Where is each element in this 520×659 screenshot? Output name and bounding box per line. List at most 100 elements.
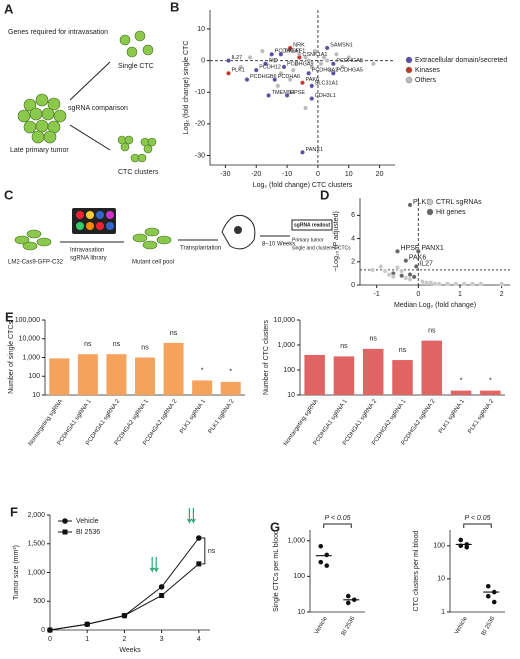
point <box>436 281 442 287</box>
panel-letter: G <box>270 519 280 534</box>
point-label: PCDH12 <box>259 65 281 71</box>
arrow <box>69 61 111 101</box>
annotation: P < 0.05 <box>464 515 490 522</box>
y-tick-label: 10 <box>32 392 40 399</box>
point <box>309 96 315 101</box>
y-tick-label: 10 <box>297 609 305 616</box>
point <box>453 281 459 287</box>
x-tick-label: 10 <box>345 171 353 178</box>
point <box>345 593 351 599</box>
point <box>312 48 318 54</box>
x-tick-label: -30 <box>220 171 230 178</box>
point-label: IL27 <box>232 55 243 61</box>
point <box>266 93 271 98</box>
x-tick-label: PCDHGA2 sgRNA 2 <box>142 398 178 447</box>
point <box>284 93 290 98</box>
point <box>413 264 419 269</box>
point <box>399 268 405 274</box>
point <box>260 48 265 54</box>
ctc-cluster <box>117 135 157 163</box>
point <box>330 70 336 76</box>
y-tick-label: 1,500 <box>27 541 45 548</box>
bar <box>163 342 184 395</box>
label: single and clustered CTCs <box>292 245 351 251</box>
annotation: ns <box>208 548 216 555</box>
bar <box>392 360 413 395</box>
point <box>345 600 351 606</box>
y-axis-label: Number of CTC clusters <box>263 319 270 395</box>
marker <box>158 584 165 590</box>
point <box>318 543 324 549</box>
point-label: IL27 <box>419 260 433 267</box>
y-tick-label: 10 <box>197 26 205 33</box>
point-label: PCDHGA2 <box>312 68 339 74</box>
x-tick-label: PCDHGA2 sgRNA 2 <box>401 398 437 447</box>
point <box>247 55 253 60</box>
annotation: * <box>489 377 492 384</box>
point <box>378 264 384 269</box>
point-label: CDH3L1 <box>315 93 336 99</box>
panel-letter: A <box>4 1 14 16</box>
x-tick-label: -1 <box>374 291 380 298</box>
x-axis-label: Log₂ (fold change) CTC clusters <box>253 182 353 189</box>
treatment-arrow <box>149 556 155 573</box>
tumor <box>234 226 242 234</box>
legend-swatch <box>426 198 434 206</box>
point <box>327 67 333 73</box>
point-label: SLC31A1 <box>315 80 339 86</box>
bar <box>220 381 241 395</box>
point <box>300 149 305 155</box>
point <box>278 51 284 57</box>
point <box>340 64 345 70</box>
point <box>424 280 430 286</box>
y-tick-label: 0 <box>41 627 45 634</box>
bar <box>77 354 98 395</box>
marker <box>121 613 127 619</box>
point <box>309 83 315 89</box>
bar <box>135 357 155 395</box>
point <box>445 281 450 287</box>
point <box>272 77 278 82</box>
annotation: ns <box>340 343 348 350</box>
point <box>321 55 327 60</box>
y-tick-label: -10 <box>195 89 205 96</box>
point <box>407 202 413 208</box>
point <box>309 64 315 70</box>
x-tick-label: 20 <box>376 171 384 178</box>
readout-box <box>291 219 333 231</box>
x-tick-label: 2 <box>500 291 504 298</box>
annotation: * <box>460 377 463 384</box>
y-tick-label: -30 <box>195 152 205 159</box>
point <box>278 70 284 76</box>
y-tick-label: 6 <box>351 212 355 219</box>
panel-letter: C <box>4 187 14 202</box>
annotation: ns <box>399 347 407 354</box>
marker <box>196 535 202 541</box>
point-label: PAK6 <box>409 254 426 261</box>
tumor <box>17 93 67 144</box>
bar <box>49 358 70 395</box>
x-tick-label: 0 <box>316 171 320 178</box>
x-tick-label: 2 <box>122 636 126 643</box>
y-tick-label: 1,000 <box>287 538 305 545</box>
point <box>407 276 413 282</box>
x-tick-label: PLK1 sgRNA 1 <box>179 398 207 435</box>
y-tick-label: 1,000 <box>27 569 45 576</box>
bar <box>192 380 213 395</box>
point <box>470 281 475 287</box>
point-label: PLK1 <box>413 199 430 206</box>
panel-letter: E <box>5 309 14 324</box>
panel-letter: D <box>320 187 329 202</box>
treatment-arrow <box>190 508 196 524</box>
y-axis-label: Log₂ (fold change) single CTC <box>183 41 190 135</box>
point <box>324 552 330 558</box>
point <box>303 105 308 111</box>
point <box>287 77 293 82</box>
arrow <box>69 124 111 151</box>
label: Late primary tumor <box>10 147 69 154</box>
bar <box>480 390 501 395</box>
bar <box>106 354 127 395</box>
point-label: PANX1 <box>306 147 324 153</box>
point <box>334 51 339 57</box>
